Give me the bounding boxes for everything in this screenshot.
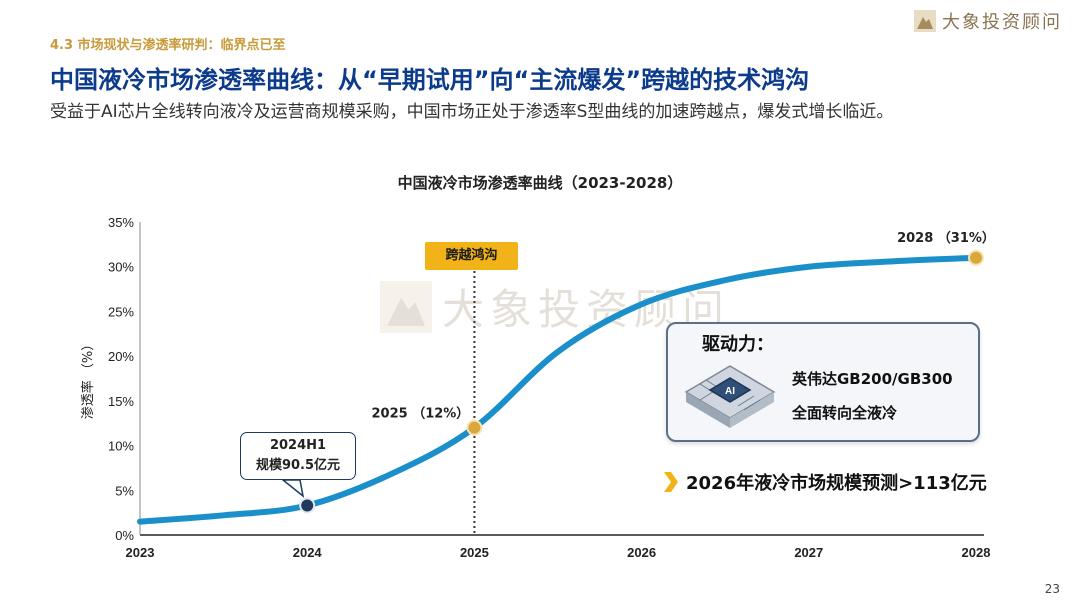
callout-2024-period: 2024H1: [269, 438, 327, 453]
y-axis-title: 渗透率 （%）: [80, 338, 96, 420]
callout-2024-scale: 规模90.5亿元: [255, 458, 341, 473]
x-tick-label: 2026: [627, 545, 656, 560]
driver-line-1: 英伟达GB200/GB300: [792, 370, 953, 388]
point-data-label: 2028 （31%）: [897, 230, 995, 246]
page-subtitle: 受益于AI芯片全线转向液冷及运营商规模采购，中国市场正处于渗透率S型曲线的加速跨…: [50, 102, 894, 122]
x-tick-label: 2025: [460, 545, 489, 560]
y-tick-label: 20%: [108, 349, 134, 364]
x-tick-label: 2024: [293, 545, 323, 560]
driver-line-2: 全面转向全液冷: [792, 404, 898, 422]
x-tick-label: 2023: [126, 545, 155, 560]
highlight-point: [968, 249, 984, 266]
section-label: 4.3 市场现状与渗透率研判：临界点已至: [50, 38, 286, 53]
penetration-line: [137, 254, 979, 525]
y-tick-label: 10%: [108, 439, 134, 454]
forecast-callout: 2026年液冷市场规模预测>113亿元: [664, 469, 987, 495]
highlight-point: [466, 419, 483, 436]
brand-name: 大象投资顾问: [942, 12, 1062, 33]
ai-chip-icon: AI: [684, 365, 776, 428]
chip-label: AI: [725, 386, 735, 397]
y-tick-label: 25%: [108, 304, 134, 319]
drivers-title: 驱动力：: [702, 334, 774, 355]
point-data-label: 2025 （12%）: [371, 406, 469, 422]
drivers-box: 驱动力： AI 英伟达GB200/GB300 全面转向全液冷: [666, 322, 980, 442]
crossing-chasm-badge: 跨越鸿沟: [425, 242, 518, 270]
brand-logo-icon: [914, 10, 936, 32]
callout-2024-pointer: [280, 479, 305, 498]
brand: 大象投资顾问: [914, 8, 1062, 34]
y-tick-label: 35%: [108, 215, 134, 230]
y-tick-label: 0%: [115, 528, 134, 543]
y-tick-label: 30%: [108, 260, 134, 275]
callout-2024: 2024H1 规模90.5亿元: [240, 432, 356, 480]
chart-title: 中国液冷市场渗透率曲线（2023-2028）: [397, 174, 683, 192]
page-title: 中国液冷市场渗透率曲线：从“早期试用”向“主流爆发”跨越的技术鸿沟: [50, 66, 810, 94]
forecast-text: 2026年液冷市场规模预测>113亿元: [686, 473, 987, 494]
y-tick-label: 5%: [115, 483, 134, 498]
y-tick-label: 15%: [108, 394, 134, 409]
x-tick-label: 2028: [962, 545, 991, 560]
highlight-point: [299, 497, 316, 514]
x-tick-label: 2027: [794, 545, 823, 560]
chevron-right-icon: [664, 472, 678, 492]
page-number: 23: [1044, 582, 1060, 596]
